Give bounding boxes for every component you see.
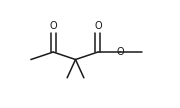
Text: O: O (94, 21, 102, 31)
Text: O: O (49, 21, 57, 31)
Text: O: O (116, 47, 124, 57)
